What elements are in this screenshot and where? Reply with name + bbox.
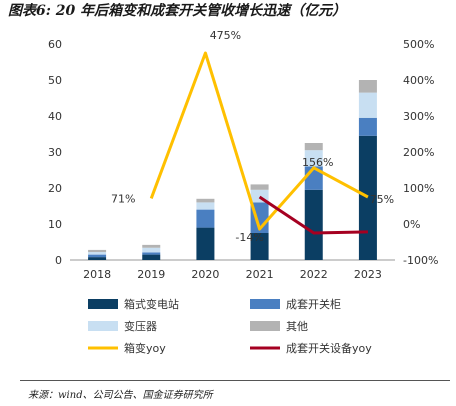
legend-label: 其他 xyxy=(286,320,308,333)
y-tick-label: 60 xyxy=(48,38,62,51)
bar-segment xyxy=(358,80,377,93)
bar-segment xyxy=(196,227,215,260)
source-divider xyxy=(20,380,450,381)
bar-segment xyxy=(142,254,161,260)
source-note: 来源：wind、公司公告、国金证券研究所 xyxy=(28,390,213,401)
x-tick-label: 2021 xyxy=(246,268,274,281)
data-label: -14% xyxy=(235,231,263,244)
bar-segment xyxy=(142,247,161,253)
bar-segment xyxy=(304,150,323,167)
bar-segment xyxy=(304,143,323,151)
bar-segment xyxy=(304,189,323,260)
y-tick-label: 0 xyxy=(55,254,62,267)
bar-segment xyxy=(88,257,107,260)
y-tick-label: 10 xyxy=(48,218,62,231)
legend-swatch xyxy=(250,321,280,331)
series-line xyxy=(258,195,368,235)
bar-segment xyxy=(88,252,107,255)
x-tick-label: 2023 xyxy=(354,268,382,281)
bar-segment xyxy=(142,252,161,255)
bar-segment xyxy=(88,249,107,253)
y-tick-label: 40 xyxy=(48,110,62,123)
x-tick-label: 2020 xyxy=(191,268,219,281)
bar-segment xyxy=(142,244,161,248)
bar-segment xyxy=(88,254,107,258)
bar-segment xyxy=(250,233,269,260)
x-tick-label: 2019 xyxy=(137,268,165,281)
chart-title: 图表6: 20 年后箱变和成套开关管收增长迅速（亿元） xyxy=(8,3,347,19)
y-tick-label: 20 xyxy=(48,182,62,195)
y-tick-label: 50 xyxy=(48,74,62,87)
bar-segment xyxy=(196,198,215,203)
y2-tick-label: -100% xyxy=(403,254,438,267)
legend-label: 成套开关设备yoy xyxy=(286,341,372,355)
legend-label: 变压器 xyxy=(124,319,157,333)
legend-swatch xyxy=(88,321,118,331)
bar-segment xyxy=(250,184,269,190)
bar-segment xyxy=(358,135,377,260)
data-label: 71% xyxy=(111,192,135,205)
y2-tick-label: 500% xyxy=(403,38,434,51)
legend-label: 成套开关柜 xyxy=(286,297,341,311)
bar-segment xyxy=(196,202,215,210)
data-label: 156% xyxy=(302,156,333,169)
legend-swatch xyxy=(88,299,118,309)
y2-tick-label: 100% xyxy=(403,182,434,195)
bar-segment xyxy=(358,117,377,136)
bar-segment xyxy=(358,92,377,118)
y2-tick-label: 200% xyxy=(403,146,434,159)
legend-swatch xyxy=(250,299,280,309)
legend-label: 箱式变电站 xyxy=(124,297,179,311)
data-label: 475% xyxy=(210,29,241,42)
series-line xyxy=(149,51,369,231)
y-tick-label: 30 xyxy=(48,146,62,159)
x-tick-label: 2018 xyxy=(83,268,111,281)
legend-label: 箱变yoy xyxy=(124,341,166,355)
y2-tick-label: 300% xyxy=(403,110,434,123)
bar-segment xyxy=(196,209,215,228)
data-label: 75% xyxy=(370,193,394,206)
y2-tick-label: 0% xyxy=(403,218,420,231)
x-tick-label: 2022 xyxy=(300,268,328,281)
combo-chart: 0 10 20 30 40 50 60 -100% 0% 100% 200% 300% 400% 500%… xyxy=(48,29,438,355)
y2-tick-label: 400% xyxy=(403,74,434,87)
